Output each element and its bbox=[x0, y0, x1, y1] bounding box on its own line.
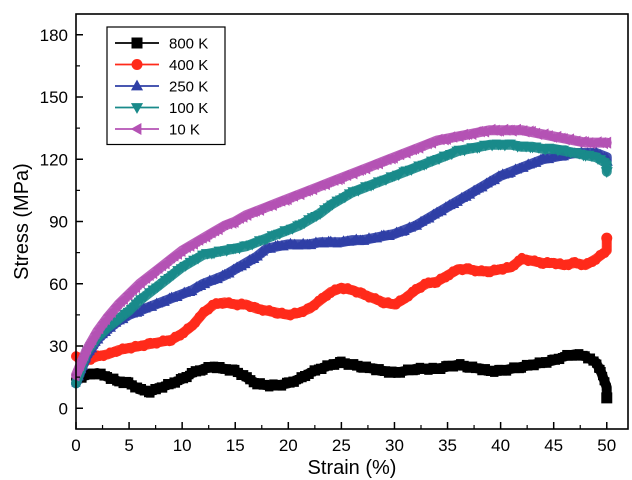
legend-entry: 800 K bbox=[115, 36, 208, 53]
x-tick-label: 35 bbox=[438, 436, 457, 455]
y-tick-label: 30 bbox=[49, 337, 68, 356]
series-100-k bbox=[71, 139, 613, 390]
x-tick-label: 25 bbox=[332, 436, 351, 455]
y-tick-label: 60 bbox=[49, 275, 68, 294]
legend-marker bbox=[130, 103, 144, 114]
x-tick-label: 20 bbox=[279, 436, 298, 455]
x-tick-label: 5 bbox=[124, 436, 133, 455]
legend-marker bbox=[130, 122, 142, 136]
axis-ticks: 0 5 10 15 20 25 30 35 40 45 50 0 30 60 90 120 150 180 bbox=[40, 26, 617, 455]
legend-entry: 250 K bbox=[115, 79, 208, 96]
legend-marker bbox=[131, 37, 143, 49]
data-point bbox=[601, 392, 613, 404]
data-point bbox=[600, 167, 613, 179]
plot-layer bbox=[71, 123, 613, 404]
legend-entry: 100 K bbox=[115, 100, 208, 117]
legend: 800 K 400 K 250 K 100 K 10 K bbox=[106, 26, 226, 146]
series-800-k bbox=[71, 349, 613, 404]
data-point bbox=[602, 161, 612, 170]
legend-label: 10 K bbox=[169, 122, 200, 139]
y-tick-label: 150 bbox=[40, 88, 68, 107]
y-tick-label: 180 bbox=[40, 26, 68, 45]
data-point bbox=[601, 232, 613, 244]
legend-marker bbox=[130, 79, 144, 91]
legend-entry: 10 K bbox=[115, 122, 200, 139]
x-tick-label: 40 bbox=[491, 436, 510, 455]
x-tick-label: 15 bbox=[226, 436, 245, 455]
y-tick-label: 120 bbox=[40, 150, 68, 169]
y-tick-label: 0 bbox=[59, 399, 68, 418]
x-tick-label: 10 bbox=[173, 436, 192, 455]
legend-label: 800 K bbox=[169, 36, 208, 53]
x-axis-title: Strain (%) bbox=[308, 457, 397, 479]
legend-entry: 400 K bbox=[115, 57, 208, 74]
x-tick-label: 50 bbox=[597, 436, 616, 455]
y-axis-title: Stress (MPa) bbox=[11, 163, 33, 280]
legend-label: 250 K bbox=[169, 79, 208, 96]
legend-label: 400 K bbox=[169, 57, 208, 74]
legend-label: 100 K bbox=[169, 100, 208, 117]
series-10-k bbox=[71, 123, 612, 382]
series-400-k bbox=[71, 232, 613, 366]
data-point bbox=[101, 315, 110, 326]
y-tick-label: 90 bbox=[49, 213, 68, 232]
x-tick-label: 45 bbox=[544, 436, 563, 455]
x-tick-label: 0 bbox=[71, 436, 80, 455]
legend-marker bbox=[131, 59, 143, 70]
data-point bbox=[600, 136, 612, 149]
x-tick-label: 30 bbox=[385, 436, 404, 455]
